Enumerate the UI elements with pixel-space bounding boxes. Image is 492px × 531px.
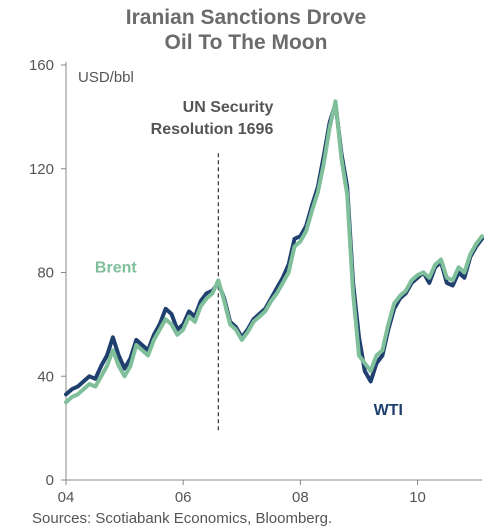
x-tick-label: 10 bbox=[409, 489, 426, 506]
y-tick-label: 160 bbox=[29, 57, 54, 74]
series-line-wti bbox=[64, 101, 484, 397]
series-line-brent bbox=[64, 99, 484, 405]
y-tick-label: 0 bbox=[46, 472, 54, 489]
y-tick-label: 80 bbox=[37, 265, 54, 282]
chart-title-line-1: Iranian Sanctions Drove bbox=[125, 6, 367, 29]
annotation-label-line-2: Resolution 1696 bbox=[151, 121, 274, 138]
annotation-label-line-1: UN Security bbox=[183, 99, 274, 116]
x-tick-label: 08 bbox=[292, 489, 309, 506]
series-labels: Brent WTI bbox=[95, 260, 403, 420]
y-tick-label: 120 bbox=[29, 161, 54, 178]
x-tick-label: 06 bbox=[175, 489, 192, 506]
x-tick-label: 04 bbox=[58, 489, 75, 506]
y-axis-unit-label: USD/bbl bbox=[78, 69, 134, 86]
axes: 0 40 80 120 160 04 06 08 10 USD/bbl bbox=[29, 57, 482, 506]
series-lines bbox=[64, 99, 484, 405]
chart-title: Iranian Sanctions Drove Oil To The Moon bbox=[0, 5, 492, 55]
y-tick-label: 40 bbox=[37, 368, 54, 385]
chart-title-line-2: Oil To The Moon bbox=[164, 31, 328, 54]
source-note: Sources: Scotiabank Economics, Bloomberg… bbox=[32, 510, 333, 527]
series-label-wti: WTI bbox=[374, 402, 403, 419]
series-label-brent: Brent bbox=[95, 260, 137, 277]
un-resolution-annotation: UN Security Resolution 1696 bbox=[151, 99, 274, 431]
